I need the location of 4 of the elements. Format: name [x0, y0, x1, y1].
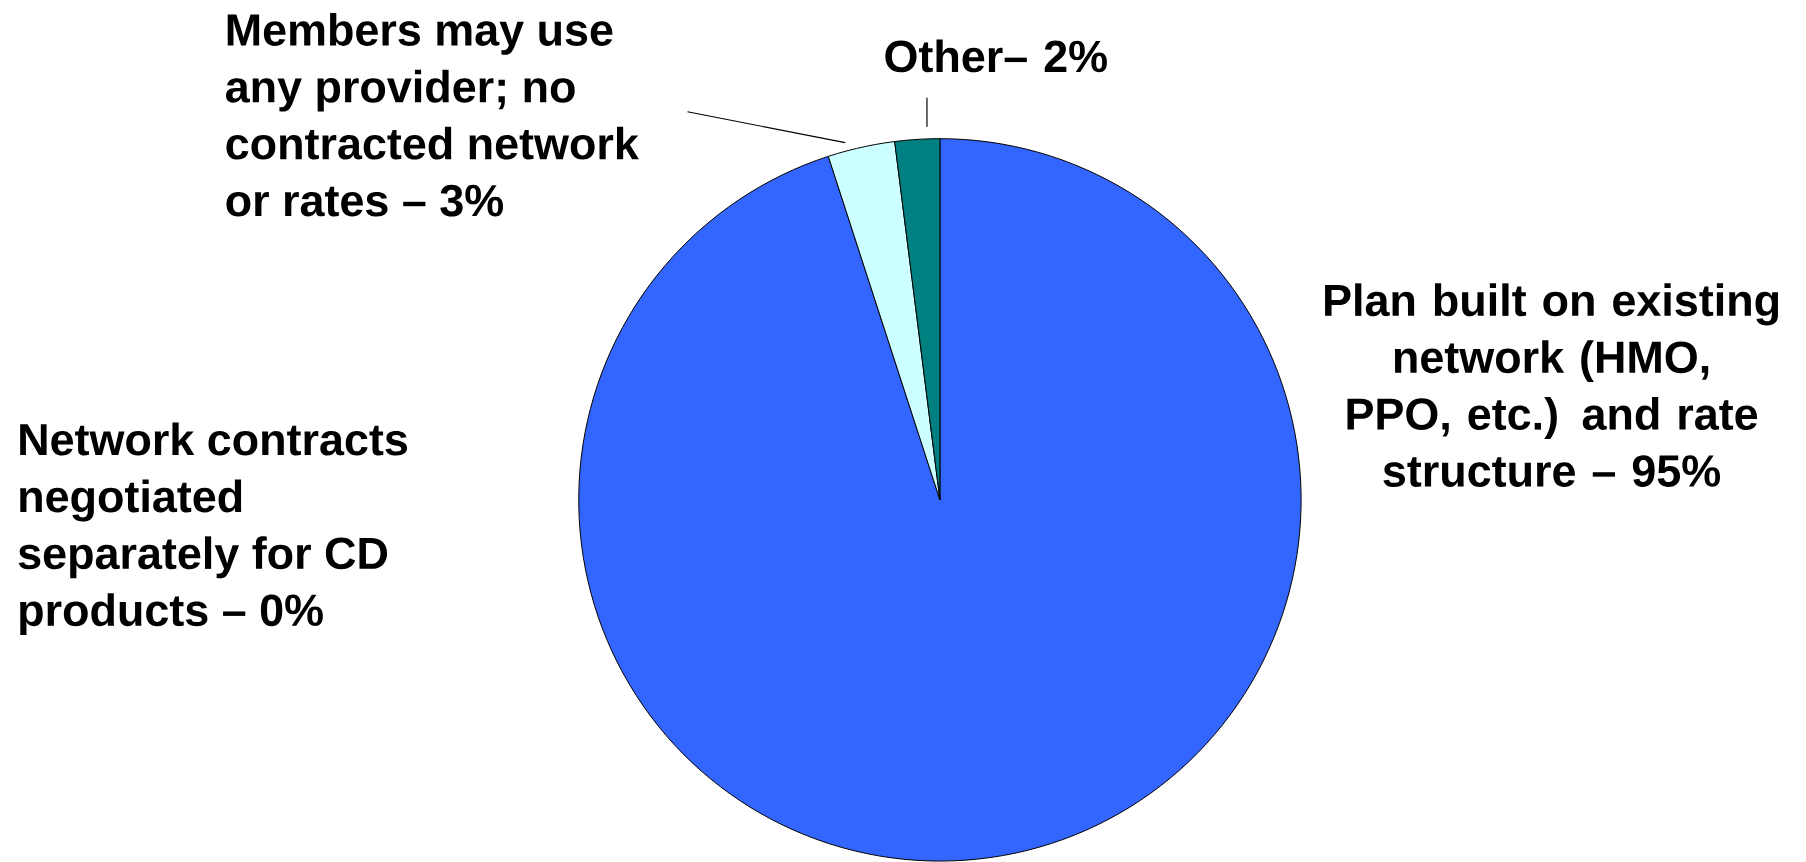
slice-label: Plan built on existing network (HMO, PPO, etc.) and rate structure – 95%: [1325, 283, 1779, 487]
slice-label: Members may use any provider; no contracted network or rates – 3%: [226, 12, 639, 217]
slice-label: Other– 2%: [885, 39, 1107, 73]
category-label: Network contracts negotiated separately for CD products – 0%: [18, 422, 407, 636]
